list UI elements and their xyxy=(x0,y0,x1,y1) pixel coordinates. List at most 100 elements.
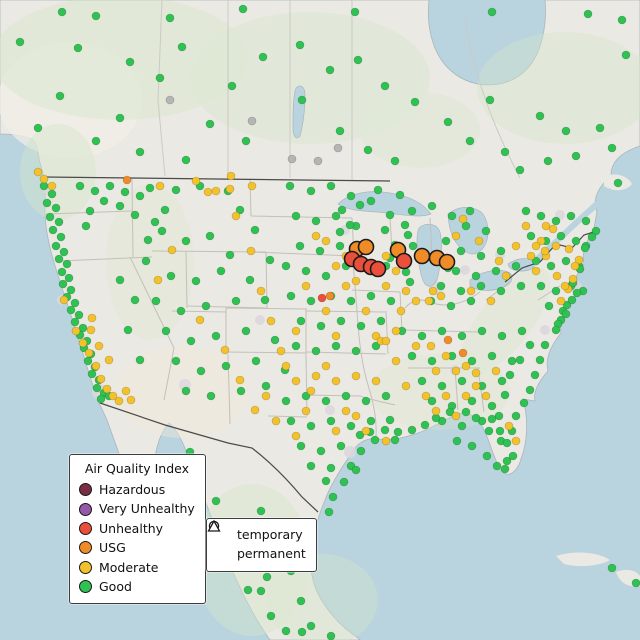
station-dot[interactable] xyxy=(366,196,376,206)
station-dot[interactable] xyxy=(256,506,266,516)
station-dot[interactable] xyxy=(151,296,161,306)
station-dot[interactable] xyxy=(57,7,67,17)
station-dot[interactable] xyxy=(351,411,361,421)
station-dot[interactable] xyxy=(141,256,151,266)
station-dot[interactable] xyxy=(64,273,74,283)
station-dot[interactable] xyxy=(355,430,365,440)
station-dot[interactable] xyxy=(247,116,257,126)
station-dot[interactable] xyxy=(424,296,434,306)
station-dot[interactable] xyxy=(407,206,417,216)
station-dot[interactable] xyxy=(313,156,323,166)
station-dot[interactable] xyxy=(325,291,335,301)
station-dot[interactable] xyxy=(92,383,102,393)
station-dot[interactable] xyxy=(167,245,177,255)
station-dot[interactable] xyxy=(561,126,571,136)
station-dot[interactable] xyxy=(411,296,421,306)
station-dot[interactable] xyxy=(205,119,215,129)
station-dot[interactable] xyxy=(371,331,381,341)
station-dot[interactable] xyxy=(390,156,400,166)
station-dot[interactable] xyxy=(436,281,446,291)
station-dot[interactable] xyxy=(447,211,457,221)
station-dot[interactable] xyxy=(96,394,106,404)
station-dot[interactable] xyxy=(451,266,461,276)
station-dot[interactable] xyxy=(91,361,101,371)
station-dot[interactable] xyxy=(316,446,326,456)
station-dot[interactable] xyxy=(74,310,84,320)
station-dot[interactable] xyxy=(507,356,517,366)
station-dot[interactable] xyxy=(145,183,155,193)
station-dot[interactable] xyxy=(271,416,281,426)
station-dot[interactable] xyxy=(495,426,505,436)
station-dot[interactable] xyxy=(231,211,241,221)
station-dot[interactable] xyxy=(245,275,255,285)
station-dot[interactable] xyxy=(445,407,455,417)
station-dot[interactable] xyxy=(467,356,477,366)
station-dot[interactable] xyxy=(231,296,241,306)
station-dot[interactable] xyxy=(227,81,237,91)
station-dot[interactable] xyxy=(191,276,201,286)
station-dot[interactable] xyxy=(508,451,518,461)
station-dot[interactable] xyxy=(613,178,623,188)
station-dot[interactable] xyxy=(380,425,390,435)
station-dot[interactable] xyxy=(115,275,125,285)
station-dot[interactable] xyxy=(321,361,331,371)
station-dot[interactable] xyxy=(286,291,296,301)
station-dot[interactable] xyxy=(361,306,371,316)
station-dot[interactable] xyxy=(160,205,170,215)
station-dot[interactable] xyxy=(492,461,502,471)
station-dot[interactable] xyxy=(84,348,94,358)
station-dot[interactable] xyxy=(466,286,476,296)
station-dot[interactable] xyxy=(104,355,114,365)
station-dot[interactable] xyxy=(326,181,336,191)
station-dot[interactable] xyxy=(171,356,181,366)
station-dot[interactable] xyxy=(526,251,536,261)
station-dot[interactable] xyxy=(226,171,236,181)
station-dot[interactable] xyxy=(220,345,230,355)
station-dot[interactable] xyxy=(482,451,492,461)
station-dot[interactable] xyxy=(461,407,471,417)
station-dot[interactable] xyxy=(567,295,577,305)
station-dot[interactable] xyxy=(504,421,514,431)
station-dot[interactable] xyxy=(607,563,617,573)
station-dot[interactable] xyxy=(211,186,221,196)
station-dot[interactable] xyxy=(311,371,321,381)
station-dot[interactable] xyxy=(181,386,191,396)
station-dot[interactable] xyxy=(465,206,475,216)
station-dot[interactable] xyxy=(561,256,571,266)
station-dot[interactable] xyxy=(126,395,136,405)
station-dot[interactable] xyxy=(266,316,276,326)
station-dot[interactable] xyxy=(324,507,334,517)
station-dot[interactable] xyxy=(186,336,196,346)
station-dot[interactable] xyxy=(481,391,491,401)
station-dot[interactable] xyxy=(476,251,486,261)
station-dot[interactable] xyxy=(621,50,631,60)
station-dot[interactable] xyxy=(526,231,536,241)
station-dot[interactable] xyxy=(311,231,321,241)
station-dot[interactable] xyxy=(286,416,296,426)
station-dot[interactable] xyxy=(381,336,391,346)
station-dot[interactable] xyxy=(428,286,438,296)
station-dot[interactable] xyxy=(536,236,546,246)
station-dot[interactable] xyxy=(166,271,176,281)
station-dot[interactable] xyxy=(502,438,512,448)
station-dot[interactable] xyxy=(525,340,535,350)
station-dot[interactable] xyxy=(458,348,468,358)
station-dot[interactable] xyxy=(487,351,497,361)
station-dot[interactable] xyxy=(58,279,68,289)
station-dot[interactable] xyxy=(607,143,617,153)
station-dot[interactable] xyxy=(391,356,401,366)
station-dot[interactable] xyxy=(571,151,581,161)
station-dot[interactable] xyxy=(515,355,525,365)
station-dot[interactable] xyxy=(571,236,581,246)
station-dot[interactable] xyxy=(451,411,461,421)
station-dot[interactable] xyxy=(395,252,413,270)
station-dot[interactable] xyxy=(441,351,451,361)
station-dot[interactable] xyxy=(370,435,380,445)
station-dot[interactable] xyxy=(458,214,468,224)
station-dot[interactable] xyxy=(494,256,504,266)
station-dot[interactable] xyxy=(426,341,436,351)
station-dot[interactable] xyxy=(42,198,52,208)
station-dot[interactable] xyxy=(380,81,390,91)
station-dot[interactable] xyxy=(15,37,25,47)
station-dot[interactable] xyxy=(266,611,276,621)
